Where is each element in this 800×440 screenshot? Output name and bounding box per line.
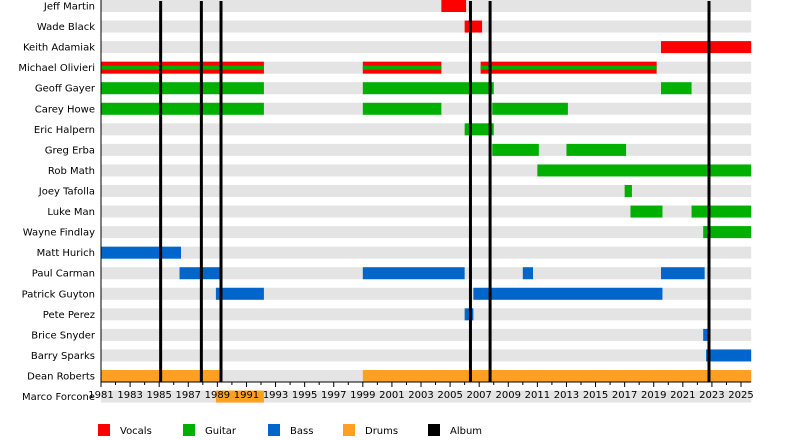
legend-swatch-bass [268, 424, 280, 436]
x-tick-label: 2001 [379, 390, 404, 401]
bar-guitar [362, 82, 494, 95]
bar-guitar [101, 65, 264, 70]
member-label: Keith Adamiak [23, 43, 95, 54]
x-tick-label: 1983 [117, 390, 142, 401]
row-background [101, 143, 752, 156]
bar-guitar [101, 102, 264, 115]
row-background [101, 226, 752, 239]
x-tick-label: 2025 [728, 390, 753, 401]
legend-label-drums: Drums [365, 426, 398, 437]
bar-drums [215, 390, 264, 403]
member-label: Jeff Martin [43, 2, 95, 13]
bar-vocals [464, 20, 483, 33]
legend-swatch-album [428, 424, 440, 436]
bar-guitar [566, 143, 627, 156]
bar-guitar [537, 164, 752, 177]
row-background [101, 123, 752, 136]
member-label: Barry Sparks [31, 351, 95, 362]
bar-bass [473, 287, 663, 300]
bar-guitar [101, 82, 264, 95]
member-label: Matt Hurich [37, 248, 95, 259]
bar-guitar [661, 82, 692, 95]
legend-label-guitar: Guitar [205, 426, 237, 437]
bar-guitar [362, 65, 442, 70]
bar-bass [661, 267, 705, 280]
row-background [101, 205, 752, 218]
member-label: Luke Man [47, 207, 95, 218]
x-tick-label: 1985 [146, 390, 171, 401]
x-tick-label: 1993 [263, 390, 288, 401]
x-tick-label: 1989 [205, 390, 230, 401]
member-label: Greg Erba [45, 145, 95, 156]
row-background [101, 328, 752, 341]
bar-bass [706, 349, 752, 362]
legend-swatch-drums [343, 424, 355, 436]
x-tick-label: 1991 [234, 390, 259, 401]
row-background [101, 41, 752, 54]
member-label: Patrick Guyton [22, 289, 95, 300]
bar-guitar [480, 65, 657, 70]
row-background [101, 308, 752, 321]
member-label: Joey Tafolla [38, 187, 95, 198]
x-tick-label: 1981 [88, 390, 113, 401]
member-label: Brice Snyder [31, 330, 96, 341]
row-background [101, 0, 752, 12]
row-background [101, 246, 752, 259]
legend-swatch-guitar [183, 424, 195, 436]
x-tick-label: 2005 [437, 390, 462, 401]
member-label: Carey Howe [35, 104, 95, 115]
x-tick-label: 2021 [670, 390, 695, 401]
row-background [101, 20, 752, 33]
member-label: Michael Olivieri [18, 63, 95, 74]
bar-vocals [441, 0, 467, 12]
x-tick-label: 1999 [350, 390, 375, 401]
bar-bass [522, 267, 533, 280]
bar-vocals [661, 41, 752, 54]
bar-bass [362, 267, 465, 280]
x-tick-label: 2003 [408, 390, 433, 401]
x-tick-label: 2023 [699, 390, 724, 401]
bar-guitar [624, 185, 632, 197]
member-label: Geoff Gayer [35, 84, 96, 95]
row-background [101, 185, 752, 197]
x-tick-label: 1987 [176, 390, 201, 401]
member-label: Rob Math [48, 166, 95, 177]
member-label: Marco Forcone [22, 392, 95, 403]
legend-label-bass: Bass [290, 426, 313, 437]
member-label: Pete Perez [43, 310, 95, 321]
x-tick-label: 1997 [321, 390, 346, 401]
bar-guitar [703, 226, 752, 239]
bar-guitar [492, 102, 568, 115]
legend-label-album: Album [450, 426, 482, 437]
x-tick-label: 2019 [641, 390, 666, 401]
x-tick-label: 2013 [554, 390, 579, 401]
member-label: Paul Carman [32, 269, 95, 280]
legend-label-vocals: Vocals [120, 426, 152, 437]
bar-bass [215, 287, 264, 300]
bar-guitar [362, 102, 442, 115]
legend-swatch-vocals [98, 424, 110, 436]
bar-bass [101, 246, 181, 259]
x-tick-label: 2011 [525, 390, 550, 401]
bar-guitar [691, 205, 752, 218]
x-tick-label: 1995 [292, 390, 317, 401]
member-label: Wayne Findlay [23, 228, 95, 239]
member-label: Dean Roberts [27, 372, 95, 383]
x-tick-label: 2009 [496, 390, 521, 401]
bar-bass [703, 328, 708, 341]
member-label: Wade Black [37, 22, 95, 33]
bar-guitar [492, 143, 539, 156]
member-label: Eric Halpern [34, 125, 95, 136]
row-background [101, 349, 752, 362]
x-tick-label: 2007 [466, 390, 491, 401]
x-tick-label: 2015 [583, 390, 608, 401]
bar-guitar [630, 205, 663, 218]
x-tick-label: 2017 [612, 390, 637, 401]
bar-drums [362, 370, 752, 382]
